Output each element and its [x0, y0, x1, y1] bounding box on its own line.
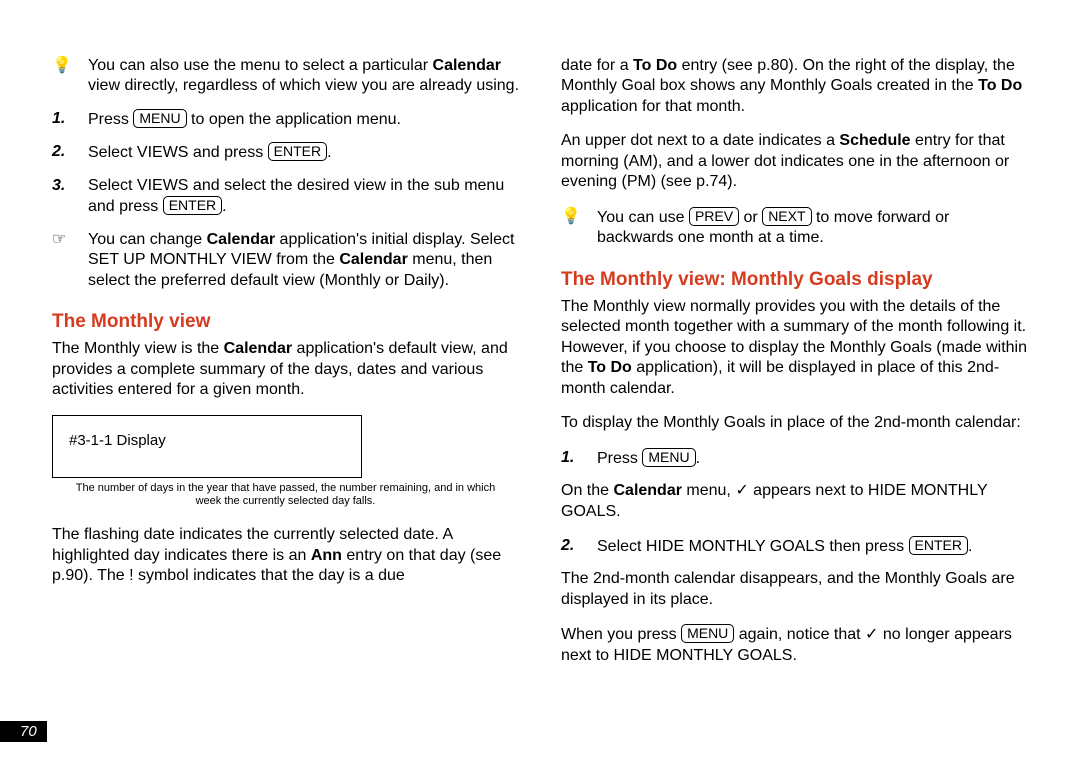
paragraph: The Monthly view normally provides you w… [561, 297, 1028, 399]
step-2: 2. Select HIDE MONTHLY GOALS then press … [561, 536, 1028, 557]
text: view directly, regardless of which view … [88, 77, 519, 94]
bulb-icon: 💡 [52, 56, 72, 97]
bold-text: Calendar [433, 57, 501, 74]
menu-key-icon: MENU [642, 448, 695, 467]
step-text: Select VIEWS and press ENTER. [88, 142, 332, 163]
menu-key-icon: MENU [133, 109, 186, 128]
step-2: 2. Select VIEWS and press ENTER. [52, 142, 519, 163]
tip-text: You can use PREV or NEXT to move forward… [597, 207, 1028, 249]
bold-text: To Do [588, 359, 632, 376]
manual-page: 💡 You can also use the menu to select a … [0, 0, 1080, 760]
text: Select VIEWS and select the desired view… [88, 177, 504, 215]
text: . [222, 198, 226, 215]
paragraph: The Monthly view is the Calendar applica… [52, 339, 519, 400]
text: date for a [561, 57, 633, 74]
step-1: 1. Press MENU. [561, 448, 1028, 469]
note-text: You can change Calendar application's in… [88, 230, 519, 291]
step-number: 2. [561, 536, 581, 557]
text: An upper dot next to a date indicates a [561, 132, 839, 149]
bulb-icon: 💡 [561, 207, 581, 249]
text: You can change [88, 231, 207, 248]
box-text: #3-1-1 Display [69, 432, 166, 449]
enter-key-icon: ENTER [268, 142, 327, 161]
next-key-icon: NEXT [762, 207, 811, 226]
enter-key-icon: ENTER [163, 196, 222, 215]
text: Select HIDE MONTHLY GOALS then press [597, 538, 909, 555]
text: On the [561, 482, 613, 499]
text: Select VIEWS and press [88, 144, 268, 161]
text: . [696, 450, 700, 467]
tip-item: 💡 You can also use the menu to select a … [52, 56, 519, 97]
hand-icon: ☞ [52, 230, 72, 291]
bold-text: To Do [633, 57, 677, 74]
bold-text: Ann [311, 547, 342, 564]
step-text: Press MENU to open the application menu. [88, 109, 401, 130]
paragraph: On the Calendar menu, ✓ appears next to … [561, 481, 1028, 522]
text: You can use [597, 209, 689, 226]
bold-text: To Do [978, 77, 1022, 94]
step-number: 1. [52, 109, 72, 130]
note-item: ☞ You can change Calendar application's … [52, 230, 519, 291]
text: Press [597, 450, 642, 467]
left-column: 💡 You can also use the menu to select a … [52, 56, 519, 666]
text: Press [88, 111, 133, 128]
bold-text: Calendar [224, 340, 292, 357]
tip-item: 💡 You can use PREV or NEXT to move forwa… [561, 207, 1028, 249]
paragraph: When you press MENU again, notice that ✓… [561, 624, 1028, 666]
step-3: 3. Select VIEWS and select the desired v… [52, 176, 519, 218]
paragraph: To display the Monthly Goals in place of… [561, 413, 1028, 433]
paragraph: date for a To Do entry (see p.80). On th… [561, 56, 1028, 117]
step-text: Select VIEWS and select the desired view… [88, 176, 519, 218]
text: You can also use the menu to select a pa… [88, 57, 433, 74]
text: The Monthly view is the [52, 340, 224, 357]
right-column: date for a To Do entry (see p.80). On th… [561, 56, 1028, 666]
menu-key-icon: MENU [681, 624, 734, 643]
step-text: Press MENU. [597, 448, 700, 469]
bold-text: Calendar [339, 251, 407, 268]
tip-text: You can also use the menu to select a pa… [88, 56, 519, 97]
enter-key-icon: ENTER [909, 536, 968, 555]
heading-monthly-view: The Monthly view [52, 311, 519, 333]
text: to open the application menu. [187, 111, 401, 128]
heading-monthly-goals: The Monthly view: Monthly Goals display [561, 269, 1028, 291]
text: When you press [561, 626, 681, 643]
step-number: 2. [52, 142, 72, 163]
step-number: 1. [561, 448, 581, 469]
step-text: Select HIDE MONTHLY GOALS then press ENT… [597, 536, 972, 557]
text: . [327, 144, 331, 161]
page-number: 70 [0, 721, 47, 742]
text: . [968, 538, 972, 555]
display-box: #3-1-1 Display [52, 415, 362, 478]
bold-text: Calendar [613, 482, 681, 499]
prev-key-icon: PREV [689, 207, 739, 226]
paragraph: The 2nd-month calendar disappears, and t… [561, 569, 1028, 610]
step-number: 3. [52, 176, 72, 218]
figure-caption: The number of days in the year that have… [66, 482, 506, 510]
paragraph: The flashing date indicates the currentl… [52, 525, 519, 586]
bold-text: Schedule [839, 132, 910, 149]
text: or [739, 209, 762, 226]
columns: 💡 You can also use the menu to select a … [0, 0, 1080, 666]
bold-text: Calendar [207, 231, 275, 248]
text: application for that month. [561, 98, 745, 115]
step-1: 1. Press MENU to open the application me… [52, 109, 519, 130]
paragraph: An upper dot next to a date indicates a … [561, 131, 1028, 192]
